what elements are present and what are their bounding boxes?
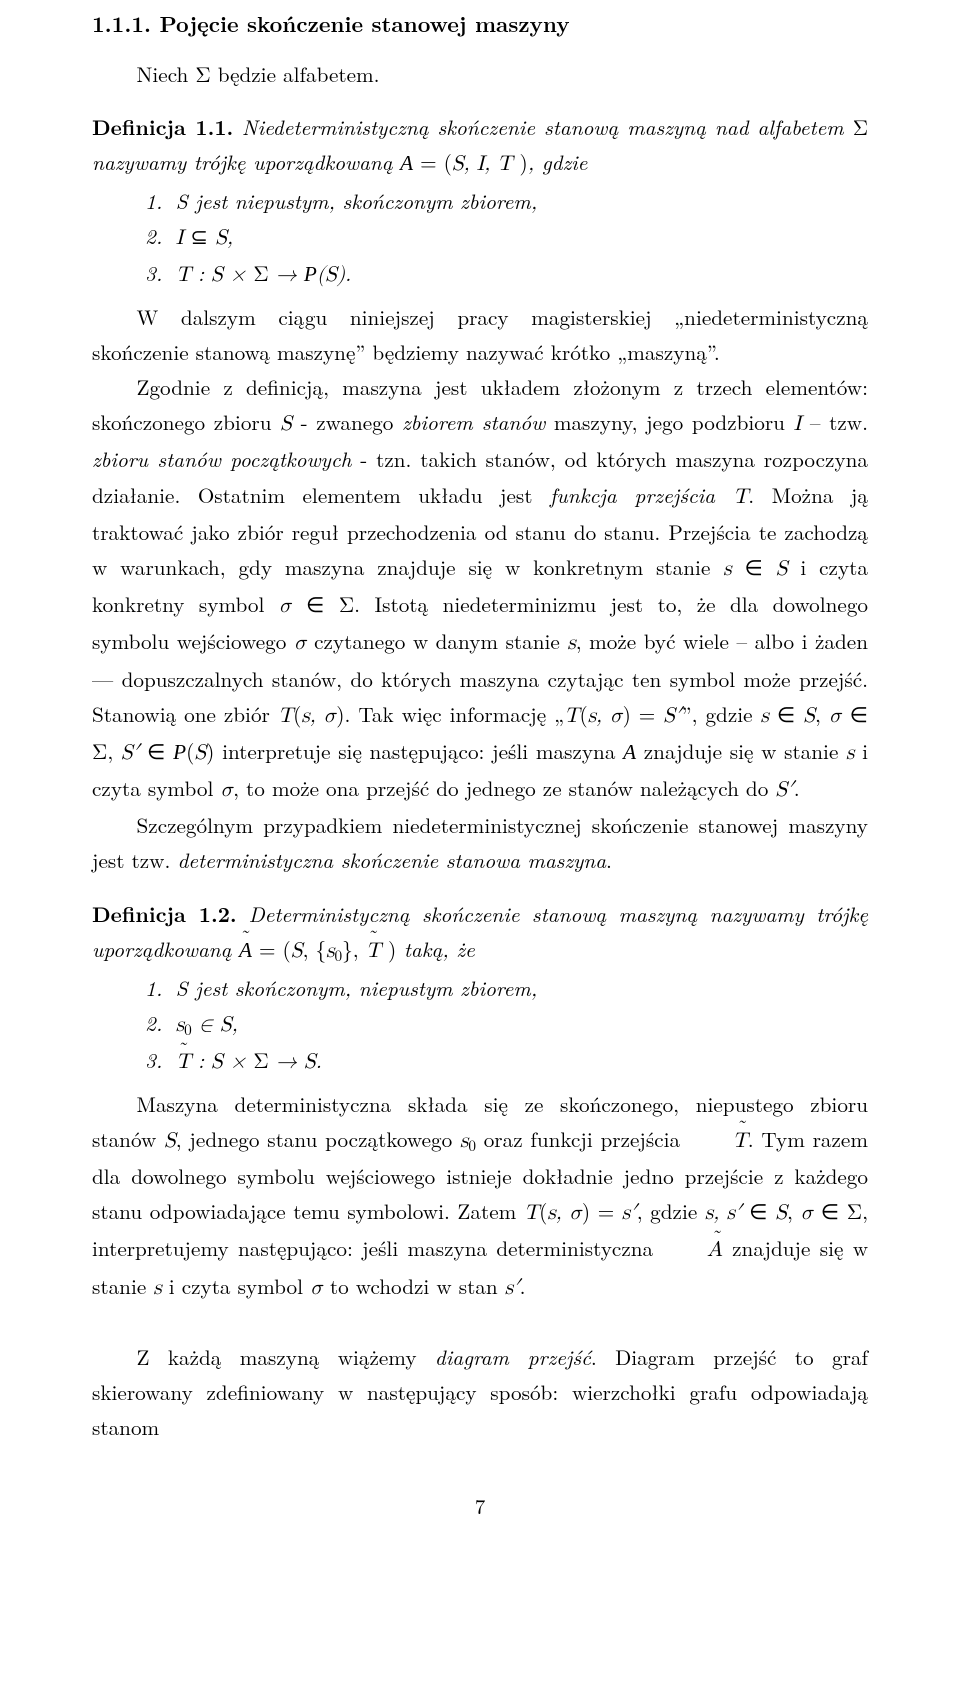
- paragraph-1: W dalszym ciągu niniejszej pracy magiste…: [92, 300, 868, 370]
- paragraph-5: Z każdą maszyną wiążemy diagram przejść.…: [92, 1340, 868, 1446]
- list-item: 2.s0 ∈ S,: [145, 1006, 868, 1043]
- section-number: 1.1.1.: [92, 8, 151, 39]
- definition-label: Definicja 1.2.: [92, 899, 237, 929]
- definition-1-1-list: 1.S jest niepustym, skończonym zbiorem, …: [92, 184, 868, 294]
- definition-label: Definicja 1.1.: [92, 112, 233, 142]
- definition-1-2-list: 1.S jest skończonym, niepustym zbiorem, …: [92, 971, 868, 1081]
- list-item: 2.I ⊆ S,: [145, 219, 868, 256]
- list-item: 3.˜T : S × Σ → S.: [145, 1043, 868, 1080]
- list-item: 1.S jest skończonym, niepustym zbiorem,: [145, 971, 868, 1006]
- page-number: 7: [92, 1489, 868, 1524]
- definition-1-1: Definicja 1.1. Niedeterministyczną skońc…: [92, 110, 868, 182]
- paragraph-3: Szczególnym przypadkiem niedeterministyc…: [92, 808, 868, 878]
- list-item: 1.S jest niepustym, skończonym zbiorem,: [145, 184, 868, 219]
- page: 1.1.1. Pojęcie skończenie stanowej maszy…: [0, 0, 960, 1708]
- intro-paragraph: Niech Σ będzie alfabetem.: [92, 57, 868, 92]
- section-title: Pojęcie skończenie stanowej maszyny: [159, 8, 569, 39]
- paragraph-2: Zgodnie z definicją, maszyna jest układe…: [92, 370, 868, 808]
- section-heading: 1.1.1. Pojęcie skończenie stanowej maszy…: [92, 6, 868, 43]
- list-item: 3.T : S × Σ → P(S).: [145, 256, 868, 293]
- paragraph-4: Maszyna deterministyczna składa się ze s…: [92, 1087, 868, 1306]
- definition-1-2: Definicja 1.2. Deterministyczną skończen…: [92, 897, 868, 969]
